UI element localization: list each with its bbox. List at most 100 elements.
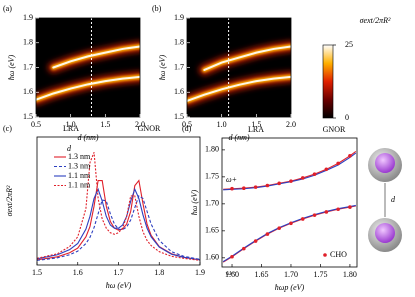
x-tick-label: 2.0: [286, 120, 296, 129]
x-tick-label: 1.5: [100, 120, 110, 129]
x-tick-label: 1.70: [284, 270, 298, 279]
panel-annotation: GNOR: [138, 124, 161, 133]
panel-annotation: GNOR: [193, 23, 216, 32]
y-tick-label: 1.60: [205, 253, 219, 262]
plot-frame: [36, 136, 201, 266]
panel-label: (b): [152, 4, 162, 13]
core: [375, 153, 395, 173]
x-tick-label: 1.7: [114, 268, 124, 277]
legend-swatch: [323, 253, 327, 257]
y-tick-label: 1.9: [174, 13, 184, 22]
ridge: [187, 75, 291, 102]
panel-annotation: LRA: [248, 125, 264, 134]
x-tick-label: 1.5: [251, 120, 261, 129]
x-tick-label: 1.0: [66, 120, 76, 129]
x-tick-label: 1.9: [195, 268, 205, 277]
x-tick-label: 1.8: [154, 268, 164, 277]
data-point: [312, 172, 317, 176]
colorbar-tick-label: 25: [345, 40, 353, 49]
panel-annotation: GNOR: [323, 125, 346, 134]
series-line: [223, 152, 357, 191]
x-tick-label: 2.0: [135, 120, 145, 129]
dimer-diagram: d: [368, 148, 402, 252]
y-axis-label: ħω (eV): [7, 54, 16, 80]
y-tick-label: 1.6: [174, 87, 184, 96]
legend-label: 1.3 nm: [68, 161, 91, 170]
x-tick-label: 0.5: [31, 120, 41, 129]
gap-label: d: [391, 195, 396, 204]
y-tick-label: 1.5: [23, 112, 33, 121]
heatmap-ridges: [36, 40, 140, 106]
data-point: [253, 239, 258, 243]
data-point: [300, 176, 305, 180]
x-axis-label: ħω (eV): [106, 281, 132, 290]
series-line: [37, 187, 200, 261]
data-point: [336, 161, 340, 166]
ridge: [52, 45, 140, 69]
data-point: [230, 186, 234, 191]
x-tick-label: 1.60: [225, 270, 239, 279]
x-tick-label: 1.6: [73, 268, 83, 277]
data-point: [289, 221, 293, 226]
x-tick-label: 1.65: [254, 270, 268, 279]
legend-label: 1.1 nm: [68, 180, 91, 189]
x-tick-label: 1.5: [32, 268, 42, 277]
y-axis-label: ħω (eV): [190, 189, 199, 215]
plot-lines: [37, 152, 200, 261]
x-tick-label: 1.80: [343, 270, 357, 279]
heatmap-ridges: [187, 40, 291, 107]
core: [375, 223, 395, 243]
x-tick-label: 0.5: [182, 120, 192, 129]
y-tick-label: 1.7: [174, 62, 184, 71]
legend-label: 1.3 nm: [68, 152, 91, 161]
colorbar-tick-label: 0: [345, 113, 349, 122]
y-axis-label: σext/2πR²: [5, 185, 14, 216]
ridge: [203, 45, 291, 71]
data-point: [242, 186, 246, 190]
series-line: [37, 152, 200, 261]
data-point: [230, 254, 234, 259]
legend-label: CHO: [330, 250, 347, 259]
data-point: [242, 246, 246, 251]
data-point: [336, 207, 340, 212]
y-tick-label: 1.6: [23, 87, 33, 96]
data-point: [265, 232, 270, 236]
data-point: [324, 167, 329, 172]
data-point: [277, 181, 281, 186]
x-axis-label: d (nm): [228, 133, 249, 142]
y-tick-label: 1.80: [205, 145, 219, 154]
data-point: [348, 154, 352, 158]
colorbar-label: σext/2πR²: [360, 16, 391, 25]
panel-label: (a): [3, 4, 12, 13]
data-point: [324, 210, 329, 214]
y-tick-label: 1.75: [205, 172, 219, 181]
y-tick-label: 1.7: [23, 62, 33, 71]
y-tick-label: 1.70: [205, 199, 219, 208]
data-point: [348, 205, 352, 209]
series-line: [223, 151, 357, 190]
panel-label: (d): [182, 124, 192, 133]
colorbar: [322, 44, 334, 119]
y-tick-label: 1.9: [23, 13, 33, 22]
data-point: [300, 217, 305, 221]
x-axis-label: ħωp (eV): [275, 283, 305, 292]
y-tick-label: 1.65: [205, 226, 219, 235]
plot-frame: [221, 137, 358, 268]
legend-label: 1.1 nm: [68, 171, 91, 180]
data-point: [277, 226, 281, 230]
ridge: [36, 75, 140, 101]
branch-label: ω−: [226, 268, 237, 277]
plot-lines: [222, 151, 357, 263]
data-point: [253, 185, 258, 189]
branch-label: ω+: [226, 175, 237, 184]
x-tick-label: 1.75: [313, 270, 327, 279]
legend-title: d: [67, 144, 72, 153]
data-point: [265, 183, 270, 188]
y-axis-label: ħω (eV): [158, 54, 167, 80]
data-point: [289, 179, 293, 183]
panel-annotation: LRA: [63, 124, 79, 133]
y-tick-label: 1.8: [23, 38, 33, 47]
series-line: [37, 179, 200, 261]
panel-annotation: LRA: [42, 23, 58, 32]
